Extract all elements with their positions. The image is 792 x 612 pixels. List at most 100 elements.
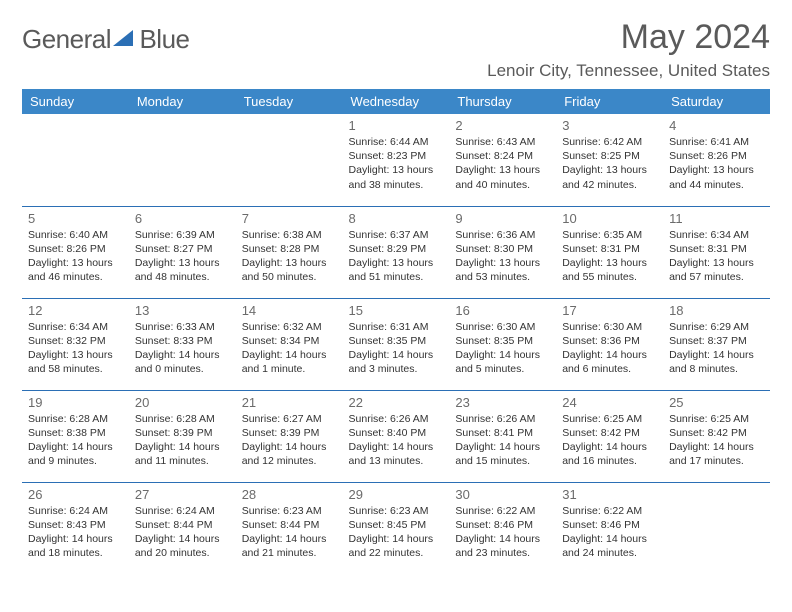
day-info: Sunrise: 6:26 AMSunset: 8:40 PMDaylight:… [349, 412, 444, 469]
day-info: Sunrise: 6:39 AMSunset: 8:27 PMDaylight:… [135, 228, 230, 285]
day-number: 11 [669, 211, 764, 226]
calendar-page: General Blue May 2024 Lenoir City, Tenne… [0, 0, 792, 584]
day-header-row: SundayMondayTuesdayWednesdayThursdayFrid… [22, 89, 770, 114]
day-info: Sunrise: 6:40 AMSunset: 8:26 PMDaylight:… [28, 228, 123, 285]
day-number: 20 [135, 395, 230, 410]
day-info: Sunrise: 6:23 AMSunset: 8:44 PMDaylight:… [242, 504, 337, 561]
day-header: Saturday [663, 89, 770, 114]
day-number: 3 [562, 118, 657, 133]
calendar-cell: 24Sunrise: 6:25 AMSunset: 8:42 PMDayligh… [556, 390, 663, 482]
day-header: Thursday [449, 89, 556, 114]
calendar-cell: 12 Sunrise: 6:34 AMSunset: 8:32 PMDayligh… [22, 298, 129, 390]
day-info: Sunrise: 6:23 AMSunset: 8:45 PMDaylight:… [349, 504, 444, 561]
calendar-week-row: 19 Sunrise: 6:28 AMSunset: 8:38 PMDayligh… [22, 390, 770, 482]
day-info: Sunrise: 6:28 AMSunset: 8:38 PMDaylight:… [28, 412, 123, 469]
calendar-cell: 13 Sunrise: 6:33 AMSunset: 8:33 PMDayligh… [129, 298, 236, 390]
location: Lenoir City, Tennessee, United States [487, 61, 770, 81]
day-number: 15 [349, 303, 444, 318]
day-number: 12 [28, 303, 123, 318]
day-info: Sunrise: 6:33 AMSunset: 8:33 PMDaylight:… [135, 320, 230, 377]
calendar-cell: 17 Sunrise: 6:30 AMSunset: 8:36 PMDayligh… [556, 298, 663, 390]
calendar-cell: 8 Sunrise: 6:37 AMSunset: 8:29 PMDaylight… [343, 206, 450, 298]
day-info: Sunrise: 6:31 AMSunset: 8:35 PMDaylight:… [349, 320, 444, 377]
day-number: 26 [28, 487, 123, 502]
calendar-cell: 9 Sunrise: 6:36 AMSunset: 8:30 PMDaylight… [449, 206, 556, 298]
day-number: 13 [135, 303, 230, 318]
calendar-cell: 28 Sunrise: 6:23 AMSunset: 8:44 PMDayligh… [236, 482, 343, 574]
calendar-cell: 4Sunrise: 6:41 AMSunset: 8:26 PMDaylight… [663, 114, 770, 206]
day-info: Sunrise: 6:36 AMSunset: 8:30 PMDaylight:… [455, 228, 550, 285]
day-number: 31 [562, 487, 657, 502]
day-number: 9 [455, 211, 550, 226]
calendar-cell [22, 114, 129, 206]
logo: General Blue [22, 18, 190, 55]
logo-text-blue: Blue [139, 24, 189, 54]
calendar-cell: 22Sunrise: 6:26 AMSunset: 8:40 PMDayligh… [343, 390, 450, 482]
day-header: Sunday [22, 89, 129, 114]
day-number: 29 [349, 487, 444, 502]
day-info: Sunrise: 6:37 AMSunset: 8:29 PMDaylight:… [349, 228, 444, 285]
calendar-cell [236, 114, 343, 206]
day-info: Sunrise: 6:43 AMSunset: 8:24 PMDaylight:… [455, 135, 550, 192]
calendar-cell [663, 482, 770, 574]
calendar-body: 1Sunrise: 6:44 AMSunset: 8:23 PMDaylight… [22, 114, 770, 574]
calendar-week-row: 12 Sunrise: 6:34 AMSunset: 8:32 PMDayligh… [22, 298, 770, 390]
day-info: Sunrise: 6:44 AMSunset: 8:23 PMDaylight:… [349, 135, 444, 192]
calendar-cell: 31 Sunrise: 6:22 AMSunset: 8:46 PMDayligh… [556, 482, 663, 574]
calendar-cell: 27 Sunrise: 6:24 AMSunset: 8:44 PMDayligh… [129, 482, 236, 574]
day-header: Tuesday [236, 89, 343, 114]
calendar-cell [129, 114, 236, 206]
day-number: 18 [669, 303, 764, 318]
calendar-cell: 26 Sunrise: 6:24 AMSunset: 8:43 PMDayligh… [22, 482, 129, 574]
day-number: 8 [349, 211, 444, 226]
calendar-cell: 10Sunrise: 6:35 AMSunset: 8:31 PMDayligh… [556, 206, 663, 298]
day-info: Sunrise: 6:24 AMSunset: 8:44 PMDaylight:… [135, 504, 230, 561]
calendar-cell: 3Sunrise: 6:42 AMSunset: 8:25 PMDaylight… [556, 114, 663, 206]
calendar-table: SundayMondayTuesdayWednesdayThursdayFrid… [22, 89, 770, 574]
day-number: 19 [28, 395, 123, 410]
day-number: 27 [135, 487, 230, 502]
day-number: 28 [242, 487, 337, 502]
calendar-cell: 25Sunrise: 6:25 AMSunset: 8:42 PMDayligh… [663, 390, 770, 482]
calendar-week-row: 1Sunrise: 6:44 AMSunset: 8:23 PMDaylight… [22, 114, 770, 206]
day-number: 7 [242, 211, 337, 226]
calendar-week-row: 5Sunrise: 6:40 AMSunset: 8:26 PMDaylight… [22, 206, 770, 298]
calendar-cell: 29 Sunrise: 6:23 AMSunset: 8:45 PMDayligh… [343, 482, 450, 574]
day-number: 10 [562, 211, 657, 226]
day-header: Wednesday [343, 89, 450, 114]
day-number: 21 [242, 395, 337, 410]
header: General Blue May 2024 Lenoir City, Tenne… [22, 18, 770, 81]
day-info: Sunrise: 6:28 AMSunset: 8:39 PMDaylight:… [135, 412, 230, 469]
calendar-cell: 11 Sunrise: 6:34 AMSunset: 8:31 PMDayligh… [663, 206, 770, 298]
day-info: Sunrise: 6:24 AMSunset: 8:43 PMDaylight:… [28, 504, 123, 561]
calendar-cell: 1Sunrise: 6:44 AMSunset: 8:23 PMDaylight… [343, 114, 450, 206]
day-info: Sunrise: 6:34 AMSunset: 8:32 PMDaylight:… [28, 320, 123, 377]
calendar-cell: 14Sunrise: 6:32 AMSunset: 8:34 PMDayligh… [236, 298, 343, 390]
day-info: Sunrise: 6:22 AMSunset: 8:46 PMDaylight:… [562, 504, 657, 561]
day-number: 4 [669, 118, 764, 133]
calendar-cell: 5Sunrise: 6:40 AMSunset: 8:26 PMDaylight… [22, 206, 129, 298]
day-info: Sunrise: 6:26 AMSunset: 8:41 PMDaylight:… [455, 412, 550, 469]
calendar-cell: 15 Sunrise: 6:31 AMSunset: 8:35 PMDayligh… [343, 298, 450, 390]
calendar-cell: 7 Sunrise: 6:38 AMSunset: 8:28 PMDaylight… [236, 206, 343, 298]
day-number: 17 [562, 303, 657, 318]
day-number: 30 [455, 487, 550, 502]
day-info: Sunrise: 6:25 AMSunset: 8:42 PMDaylight:… [669, 412, 764, 469]
day-info: Sunrise: 6:34 AMSunset: 8:31 PMDaylight:… [669, 228, 764, 285]
calendar-cell: 18Sunrise: 6:29 AMSunset: 8:37 PMDayligh… [663, 298, 770, 390]
day-info: Sunrise: 6:27 AMSunset: 8:39 PMDaylight:… [242, 412, 337, 469]
logo-text-gray: General [22, 24, 111, 54]
day-info: Sunrise: 6:38 AMSunset: 8:28 PMDaylight:… [242, 228, 337, 285]
day-header: Friday [556, 89, 663, 114]
day-info: Sunrise: 6:22 AMSunset: 8:46 PMDaylight:… [455, 504, 550, 561]
day-number: 2 [455, 118, 550, 133]
calendar-cell: 6Sunrise: 6:39 AMSunset: 8:27 PMDaylight… [129, 206, 236, 298]
day-header: Monday [129, 89, 236, 114]
day-info: Sunrise: 6:25 AMSunset: 8:42 PMDaylight:… [562, 412, 657, 469]
calendar-cell: 23Sunrise: 6:26 AMSunset: 8:41 PMDayligh… [449, 390, 556, 482]
day-number: 16 [455, 303, 550, 318]
title-block: May 2024 Lenoir City, Tennessee, United … [487, 18, 770, 81]
logo-sail-icon [113, 30, 135, 53]
day-info: Sunrise: 6:30 AMSunset: 8:36 PMDaylight:… [562, 320, 657, 377]
calendar-cell: 20 Sunrise: 6:28 AMSunset: 8:39 PMDayligh… [129, 390, 236, 482]
